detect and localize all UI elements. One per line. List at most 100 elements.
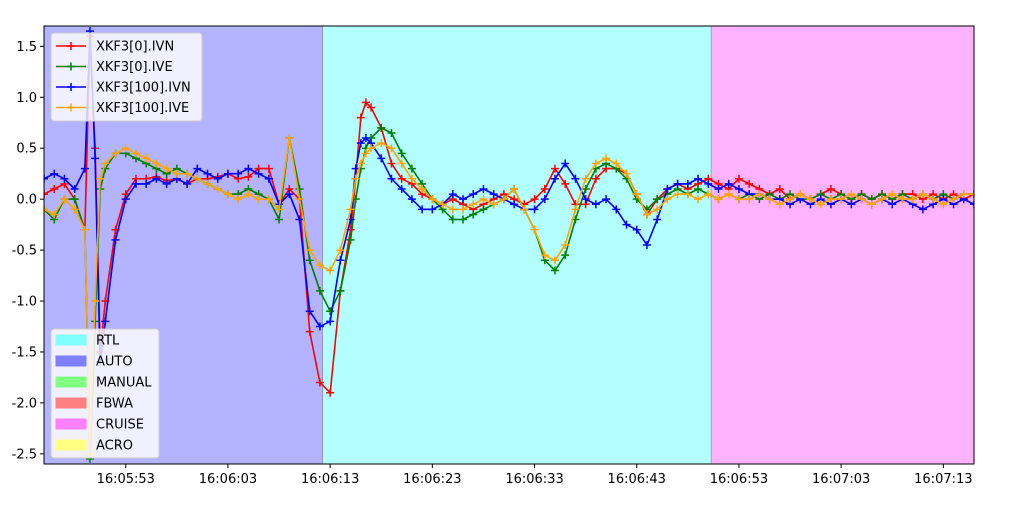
data-point [264, 174, 273, 183]
data-point [326, 317, 335, 326]
legend-mode-label: FBWA [96, 397, 133, 412]
data-point [939, 200, 948, 209]
data-point [826, 195, 835, 204]
data-point [367, 103, 376, 112]
data-point [918, 190, 927, 199]
legend-swatch [55, 439, 87, 451]
data-point [806, 195, 815, 204]
data-point [285, 190, 294, 199]
series-2 [44, 27, 974, 367]
data-point [131, 149, 140, 158]
data-point [929, 195, 938, 204]
data-point [448, 215, 457, 224]
data-point [857, 195, 866, 204]
data-point [356, 139, 365, 148]
data-point [550, 164, 559, 173]
data-point [550, 266, 559, 275]
data-point [361, 98, 370, 107]
data-point [407, 195, 416, 204]
data-point [407, 164, 416, 173]
data-point [305, 307, 314, 316]
data-point [775, 184, 784, 193]
data-point [397, 174, 406, 183]
data-point [683, 190, 692, 199]
x-tick-label: 16:06:53 [710, 472, 768, 487]
data-point [223, 169, 232, 178]
legend-mode-label: MANUAL [96, 376, 152, 391]
mode-region-cruise [711, 26, 974, 464]
data-point [459, 205, 468, 214]
data-point [213, 174, 222, 183]
legend-series-label: XKF3[100].IVN [96, 81, 191, 96]
legend-swatch [55, 334, 87, 346]
data-point [407, 174, 416, 183]
y-tick-label: -2.0 [12, 396, 37, 411]
data-point [653, 205, 662, 214]
data-point [356, 159, 365, 168]
data-point [867, 200, 876, 209]
data-point [550, 174, 559, 183]
data-point [295, 195, 304, 204]
x-tick-label: 16:07:13 [914, 472, 972, 487]
data-point [305, 327, 314, 336]
data-point [397, 149, 406, 158]
data-point [244, 172, 253, 181]
data-point [489, 190, 498, 199]
data-point [775, 200, 784, 209]
data-point [571, 205, 580, 214]
data-point [479, 184, 488, 193]
data-point [796, 190, 805, 199]
data-point [44, 190, 48, 199]
series-layer [44, 27, 974, 463]
x-tick-label: 16:05:53 [97, 472, 155, 487]
data-point [561, 251, 570, 260]
y-tick-label: 0.5 [16, 142, 37, 157]
legend-marker [67, 83, 75, 91]
data-point [326, 266, 335, 275]
data-point [765, 195, 774, 204]
data-point [510, 184, 519, 193]
data-point [44, 174, 48, 183]
legend-series-label: XKF3[0].IVE [96, 60, 173, 75]
series-3 [44, 134, 974, 458]
data-point [826, 184, 835, 193]
legend-series-label: XKF3[0].IVN [96, 40, 174, 55]
y-tick-label: -1.0 [12, 295, 37, 310]
data-point [816, 200, 825, 209]
data-point [315, 286, 324, 295]
data-point [663, 195, 672, 204]
legend-swatch [55, 355, 87, 367]
data-point [285, 134, 294, 143]
data-point [183, 169, 192, 178]
data-point [96, 174, 105, 183]
data-point [908, 195, 917, 204]
data-point [581, 174, 590, 183]
data-point [315, 378, 324, 387]
plot-frame [43, 25, 975, 465]
data-point [183, 179, 192, 188]
data-point [970, 200, 974, 209]
data-point [469, 190, 478, 199]
legend-swatch [55, 376, 87, 388]
data-point [152, 159, 161, 168]
data-point [888, 200, 897, 209]
data-point [50, 184, 59, 193]
data-point [162, 179, 171, 188]
data-point [469, 210, 478, 219]
data-point [142, 179, 151, 188]
y-tick-label: 1.0 [16, 91, 37, 106]
data-point [724, 179, 733, 188]
data-point [581, 195, 590, 204]
data-point [694, 184, 703, 193]
data-point [377, 139, 386, 148]
data-point [847, 200, 856, 209]
data-point [602, 195, 611, 204]
data-point [80, 225, 89, 234]
data-point [203, 169, 212, 178]
data-point [642, 210, 651, 219]
series-markers [44, 27, 974, 367]
data-point [264, 195, 273, 204]
x-tick-label: 16:06:43 [608, 472, 666, 487]
data-point [254, 195, 263, 204]
